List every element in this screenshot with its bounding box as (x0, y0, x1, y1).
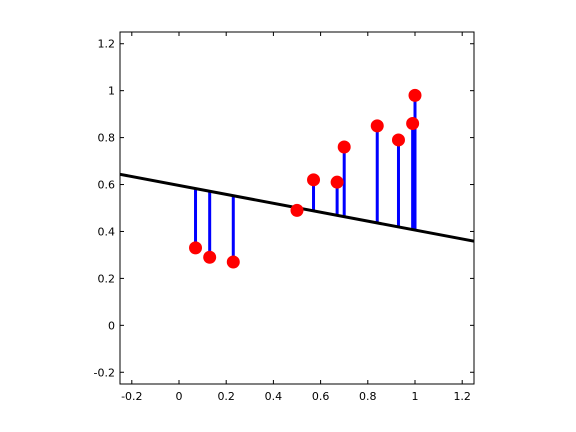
data-point-7 (370, 119, 384, 133)
y-tick-label-3: 0.4 (98, 225, 116, 238)
data-point-8 (391, 133, 405, 147)
y-tick-label-0: -0.2 (94, 366, 115, 379)
y-tick-label-2: 0.2 (98, 272, 116, 285)
x-tick-label-6: 1 (412, 390, 419, 403)
x-tick-label-3: 0.4 (265, 390, 283, 403)
axes-box (119, 31, 475, 385)
x-tick-label-2: 0.2 (217, 390, 235, 403)
y-tick-label-5: 0.8 (98, 132, 116, 145)
x-tick-label-7: 1.2 (453, 390, 471, 403)
data-point-9 (406, 117, 420, 131)
data-point-1 (203, 250, 217, 264)
x-tick-label-4: 0.6 (312, 390, 330, 403)
x-tick-label-1: 0 (176, 390, 183, 403)
data-point-5 (330, 175, 344, 189)
x-axis-ticks: -0.2 0 0.2 0.4 0.6 0.8 1 1.2 (121, 32, 471, 403)
data-point-3 (290, 203, 304, 217)
x-tick-label-5: 0.8 (359, 390, 377, 403)
data-point-6 (337, 140, 351, 154)
data-points (189, 88, 422, 269)
y-tick-label-6: 1 (108, 85, 115, 98)
y-tick-label-7: 1.2 (98, 38, 116, 51)
y-tick-label-4: 0.6 (98, 179, 116, 192)
data-point-10 (408, 88, 422, 102)
data-point-2 (226, 255, 240, 269)
y-axis-ticks: -0.2 0 0.2 0.4 0.6 0.8 1 1.2 (94, 38, 474, 379)
data-point-4 (307, 173, 321, 187)
y-tick-label-1: 0 (108, 319, 115, 332)
x-tick-label-0: -0.2 (121, 390, 142, 403)
data-point-0 (189, 241, 203, 255)
